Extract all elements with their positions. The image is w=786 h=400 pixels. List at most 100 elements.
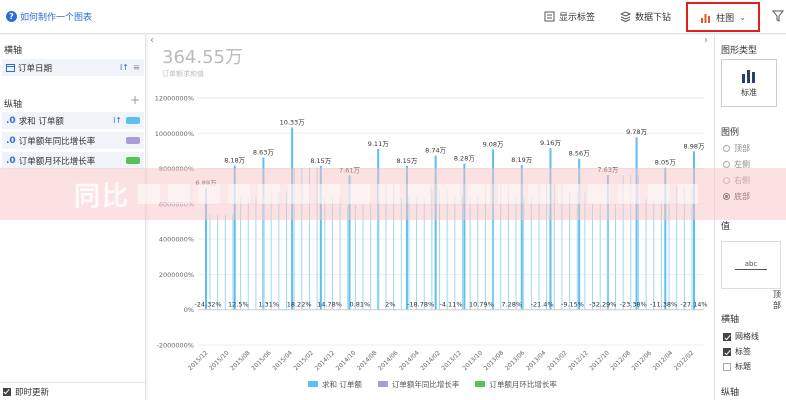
bar: [316, 167, 318, 310]
legend-item[interactable]: 求和 订单额: [308, 379, 362, 390]
data-label: -21.4%: [531, 301, 554, 309]
x-tick-label: 2015/10: [208, 349, 231, 372]
gridline-checkbox[interactable]: 网格线: [723, 331, 759, 342]
bar: [454, 195, 456, 310]
legend-item[interactable]: 订单额年同比增长率: [377, 379, 460, 390]
series-color-swatch[interactable]: [126, 117, 140, 124]
label-position-top[interactable]: 顶部: [773, 290, 781, 310]
y-tick-label: 2000000%: [159, 271, 194, 279]
bar: [614, 204, 616, 310]
data-label: 8.63万: [253, 148, 274, 156]
add-field-icon[interactable]: +: [130, 93, 141, 107]
field-settings-icon[interactable]: l↑: [113, 116, 122, 125]
bar: [664, 167, 667, 310]
data-label: 9.11万: [368, 140, 389, 148]
field-label: 订单日期: [18, 63, 53, 74]
bar: [348, 175, 351, 310]
series-color-swatch[interactable]: [126, 137, 140, 144]
x-tick-label: 2013/02: [546, 349, 569, 372]
x-tick-label: 2013/12: [440, 349, 463, 372]
x-tick-label: 2013/06: [504, 349, 527, 372]
bar: [416, 197, 418, 310]
drill-down-button[interactable]: 数据下钻: [620, 10, 671, 23]
filter-icon[interactable]: [772, 10, 784, 22]
option-label: 网格线: [735, 332, 759, 341]
bar: [423, 197, 425, 310]
bar: [408, 197, 410, 310]
vertical-field-mom[interactable]: .0 订单额月环比增长率: [2, 152, 144, 169]
legend-swatch: [308, 381, 318, 387]
bar: [599, 204, 601, 310]
realtime-update-toggle[interactable]: 即时更新: [0, 382, 146, 400]
vertical-field-yoy[interactable]: .0 订单额年同比增长率: [2, 132, 144, 149]
bar: [477, 195, 479, 310]
x-tick-label: 2015/06: [250, 349, 273, 372]
vertical-field-sum-order[interactable]: .0 求和 订单额 l↑: [2, 112, 144, 129]
data-label: 8.15万: [396, 157, 417, 165]
help-link[interactable]: ? 如何制作一个图表: [6, 10, 92, 23]
data-label: 10.33万: [280, 118, 306, 126]
data-label: 8.98万: [684, 142, 705, 150]
horizontal-field-order-date[interactable]: 订单日期 l↑ ≡: [2, 59, 144, 76]
realtime-update-label: 即时更新: [15, 387, 50, 398]
drag-handle-icon[interactable]: ≡: [132, 62, 140, 73]
x-tick-label: 2012/12: [567, 349, 590, 372]
title-checkbox[interactable]: 标题: [723, 361, 751, 372]
legend-option-left[interactable]: 左侧: [723, 159, 750, 170]
bar: [523, 197, 525, 310]
bar: [224, 214, 226, 310]
data-label: 8.15万: [310, 157, 331, 165]
series-color-swatch[interactable]: [126, 157, 140, 164]
x-tick-label: 2012/10: [588, 349, 611, 372]
option-label: 右侧: [734, 176, 750, 185]
legend-label: 订单额年同比增长率: [391, 380, 460, 389]
layers-icon: [620, 11, 631, 22]
y-tick-label: 10000000%: [155, 130, 194, 138]
bar: [683, 186, 685, 310]
chart-type-dropdown[interactable]: 柱图 ⌄: [686, 2, 760, 32]
bar: [324, 197, 326, 310]
legend-option-right[interactable]: 右侧: [723, 175, 750, 186]
bar: [546, 183, 548, 310]
collapse-right-icon[interactable]: ›: [704, 35, 708, 46]
legend-option-bottom[interactable]: 底部: [723, 191, 750, 202]
bar: [247, 197, 249, 310]
data-label: -9.15%: [561, 301, 584, 309]
bar: [630, 175, 632, 310]
collapse-left-icon[interactable]: ‹: [150, 35, 154, 46]
x-tick-label: 2012/04: [652, 349, 675, 372]
bar: [263, 197, 265, 310]
bar: [645, 198, 647, 310]
value-label-preview[interactable]: abc: [721, 241, 781, 289]
data-label: -11.38%: [650, 301, 677, 309]
x-tick-label: 2013/10: [462, 349, 485, 372]
legend-label: 求和 订单额: [322, 380, 362, 389]
help-icon: ?: [6, 11, 17, 22]
x-tick-label: 2014/12: [314, 349, 337, 372]
bar: [434, 155, 437, 310]
bar: [492, 184, 494, 310]
chart-type-standard-tile[interactable]: 标准: [721, 59, 777, 107]
bar: [377, 184, 379, 310]
show-labels-button[interactable]: 显示标签: [544, 10, 595, 23]
legend-option-top[interactable]: 顶部: [723, 143, 750, 154]
checkbox-icon: [723, 362, 731, 371]
radio-icon: [723, 161, 730, 168]
label-checkbox[interactable]: 标签: [723, 346, 751, 357]
label-icon: [544, 11, 555, 22]
field-settings-icon[interactable]: l↑: [119, 63, 129, 72]
field-label: 订单额年同比增长率: [18, 136, 96, 147]
bar: [232, 214, 234, 310]
bar: [569, 191, 571, 310]
legend-item[interactable]: 订单额月环比增长率: [475, 379, 557, 390]
bar: [308, 167, 310, 310]
properties-panel: 图形类型 标准 图例 顶部 左侧 右侧 底部 值 abc 顶部 横轴 网格线 标…: [714, 35, 786, 400]
data-label: 9.08万: [483, 141, 504, 149]
vertical-axis-title: 纵轴: [4, 100, 23, 110]
vertical-axis-settings-title: 纵轴: [721, 388, 740, 398]
bar: [405, 165, 408, 310]
bar: [676, 186, 678, 310]
number-icon: .0: [6, 135, 16, 146]
chart-type-label: 柱图: [716, 13, 735, 24]
data-label: -18.78%: [407, 301, 434, 309]
